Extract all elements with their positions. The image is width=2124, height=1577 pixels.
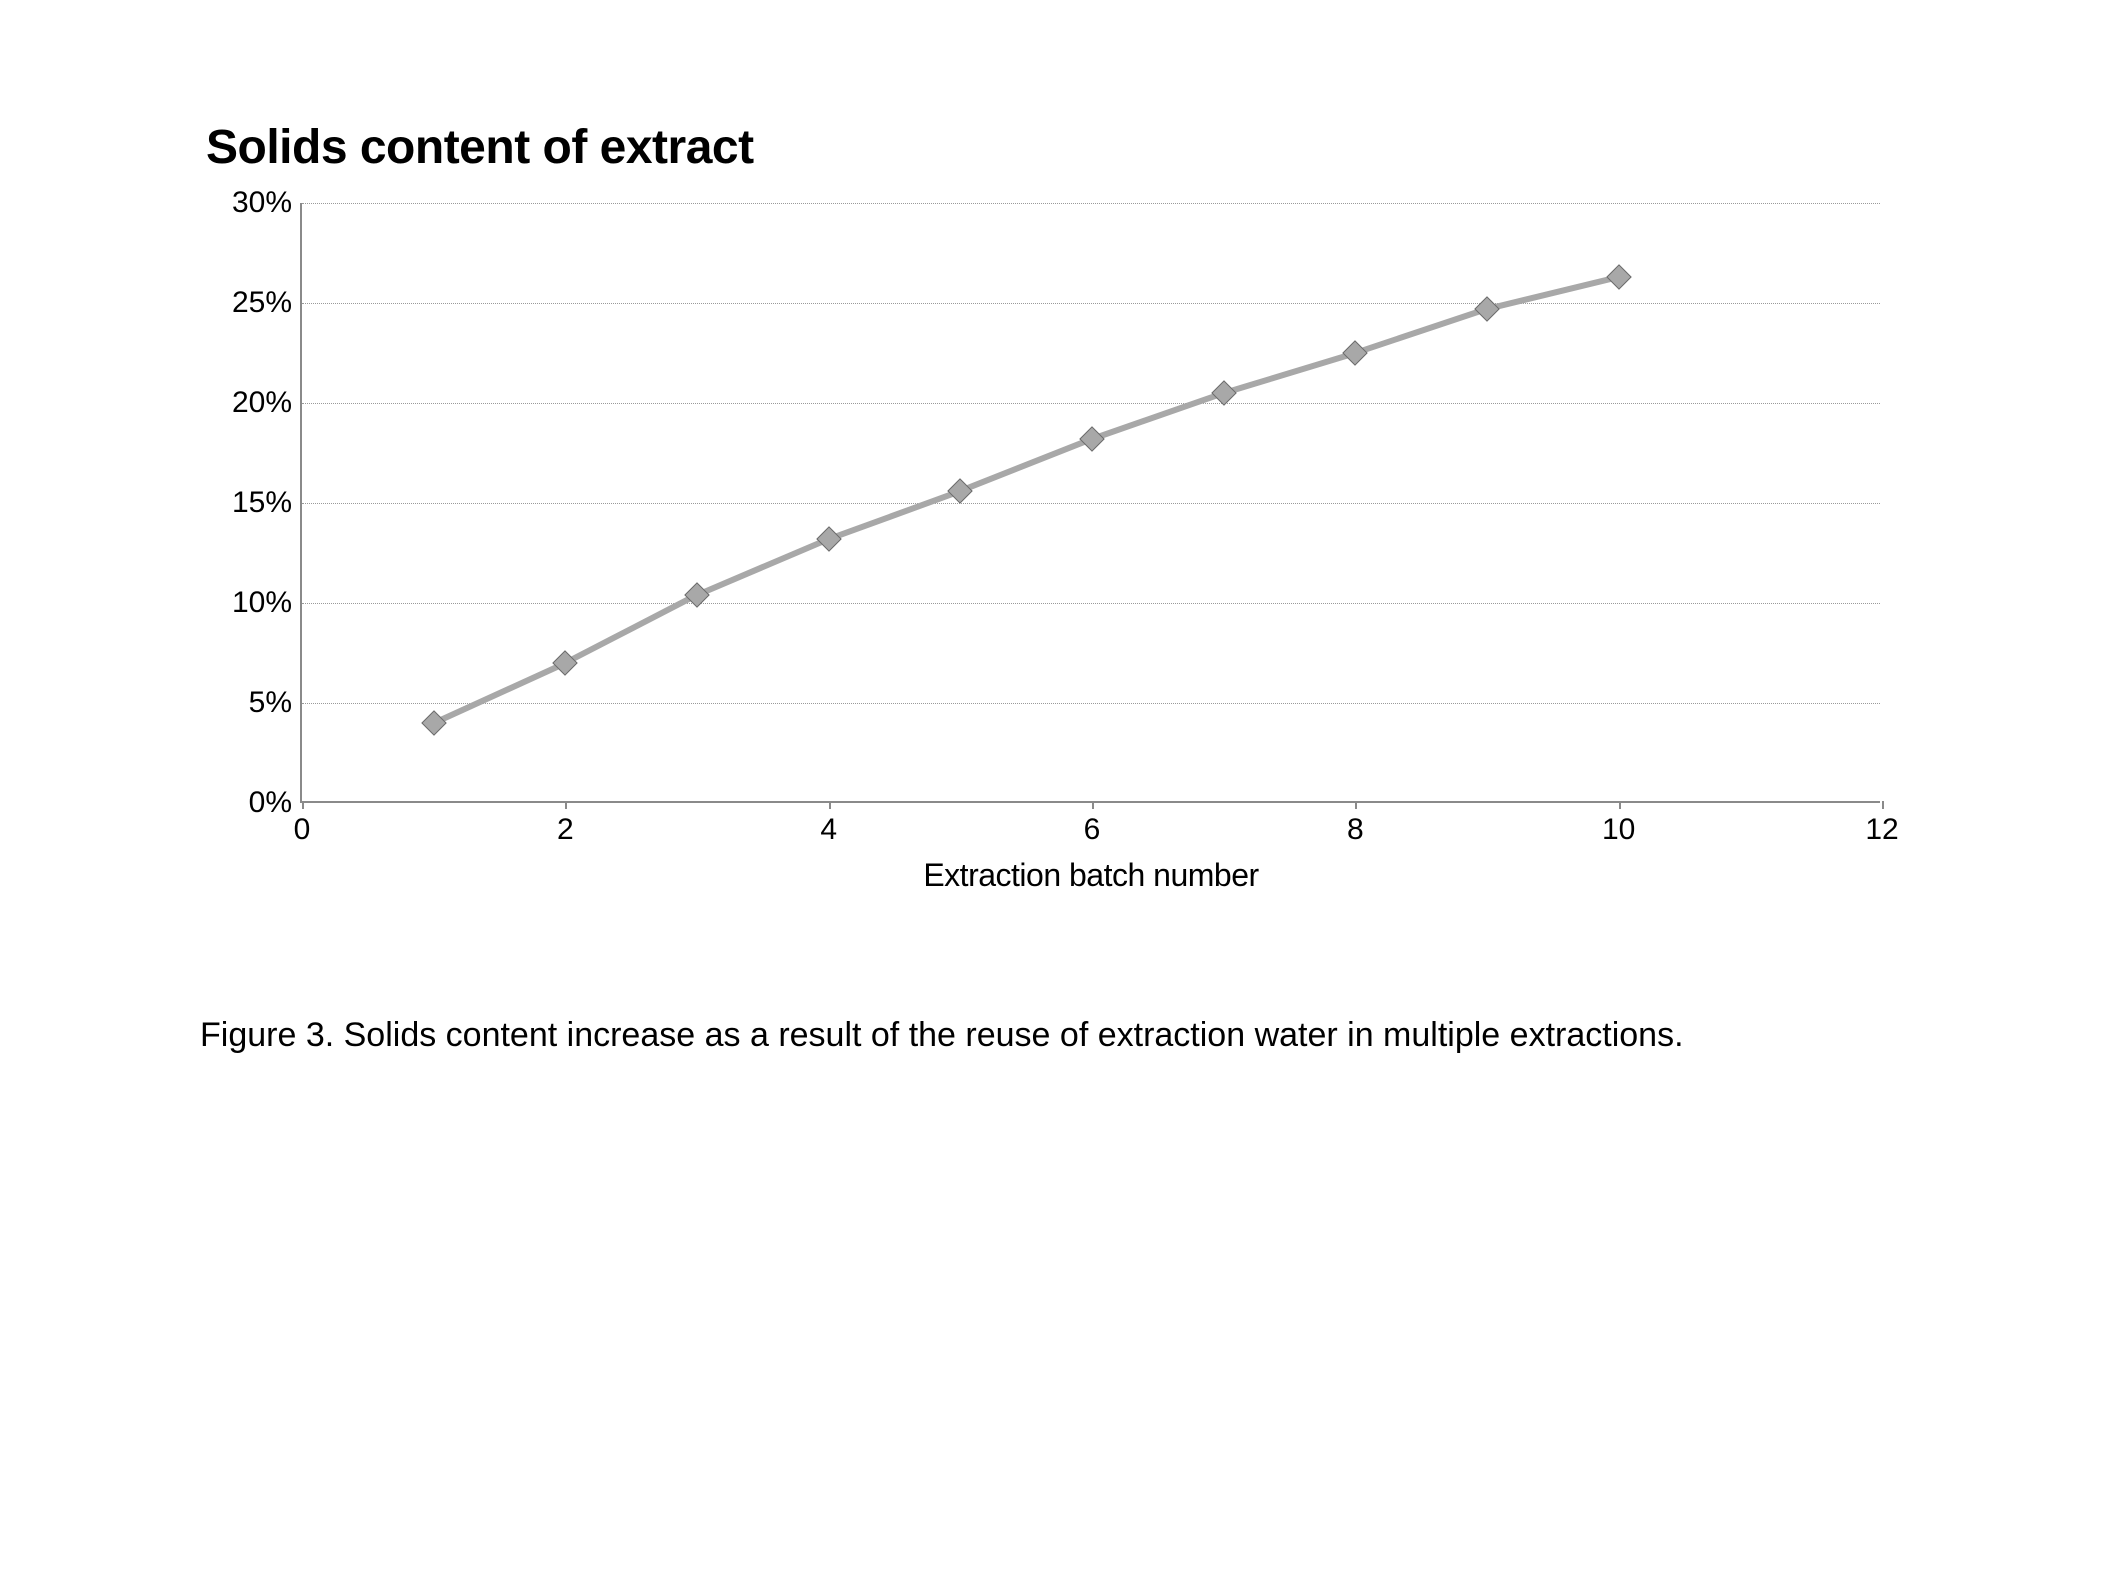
series-line: [959, 436, 1093, 494]
x-tick-label: 2: [557, 813, 574, 847]
x-axis-label: Extraction batch number: [923, 857, 1258, 894]
gridline: [302, 403, 1880, 404]
x-tick: [302, 801, 304, 809]
x-tick: [565, 801, 567, 809]
data-marker: [1474, 296, 1499, 321]
series-line: [696, 536, 830, 598]
gridline: [302, 203, 1880, 204]
y-tick-label: 0%: [249, 786, 292, 820]
series-line: [1486, 274, 1619, 312]
data-marker: [1211, 380, 1236, 405]
x-tick-label: 6: [1084, 813, 1101, 847]
data-marker: [1343, 340, 1368, 365]
data-marker: [1079, 426, 1104, 451]
x-tick-label: 10: [1602, 813, 1635, 847]
series-line: [1223, 350, 1356, 396]
series-line: [828, 488, 962, 542]
series-line: [432, 660, 566, 725]
gridline: [302, 503, 1880, 504]
x-tick: [1882, 801, 1884, 809]
x-tick-label: 0: [294, 813, 311, 847]
x-tick: [1092, 801, 1094, 809]
series-line: [1354, 306, 1488, 356]
data-marker: [816, 526, 841, 551]
gridline: [302, 603, 1880, 604]
series-line: [1091, 390, 1225, 442]
x-tick-label: 12: [1865, 813, 1898, 847]
page: Solids content of extract Extraction bat…: [0, 0, 2124, 1577]
y-tick-label: 20%: [232, 386, 292, 420]
chart-area: Extraction batch number 0%5%10%15%20%25%…: [200, 203, 1900, 883]
data-marker: [421, 710, 446, 735]
y-tick-label: 10%: [232, 586, 292, 620]
x-tick-label: 8: [1347, 813, 1364, 847]
data-marker: [948, 478, 973, 503]
chart-title: Solids content of extract: [206, 120, 1964, 175]
x-tick: [829, 801, 831, 809]
y-tick-label: 15%: [232, 486, 292, 520]
x-tick: [1355, 801, 1357, 809]
x-tick: [1619, 801, 1621, 809]
data-marker: [1606, 264, 1631, 289]
y-tick-label: 5%: [249, 686, 292, 720]
gridline: [302, 703, 1880, 704]
y-tick-label: 30%: [232, 186, 292, 220]
plot-area: Extraction batch number 0%5%10%15%20%25%…: [300, 203, 1880, 803]
y-tick-label: 25%: [232, 286, 292, 320]
gridline: [302, 303, 1880, 304]
x-tick-label: 4: [820, 813, 837, 847]
figure-caption: Figure 3. Solids content increase as a r…: [200, 1013, 1900, 1059]
